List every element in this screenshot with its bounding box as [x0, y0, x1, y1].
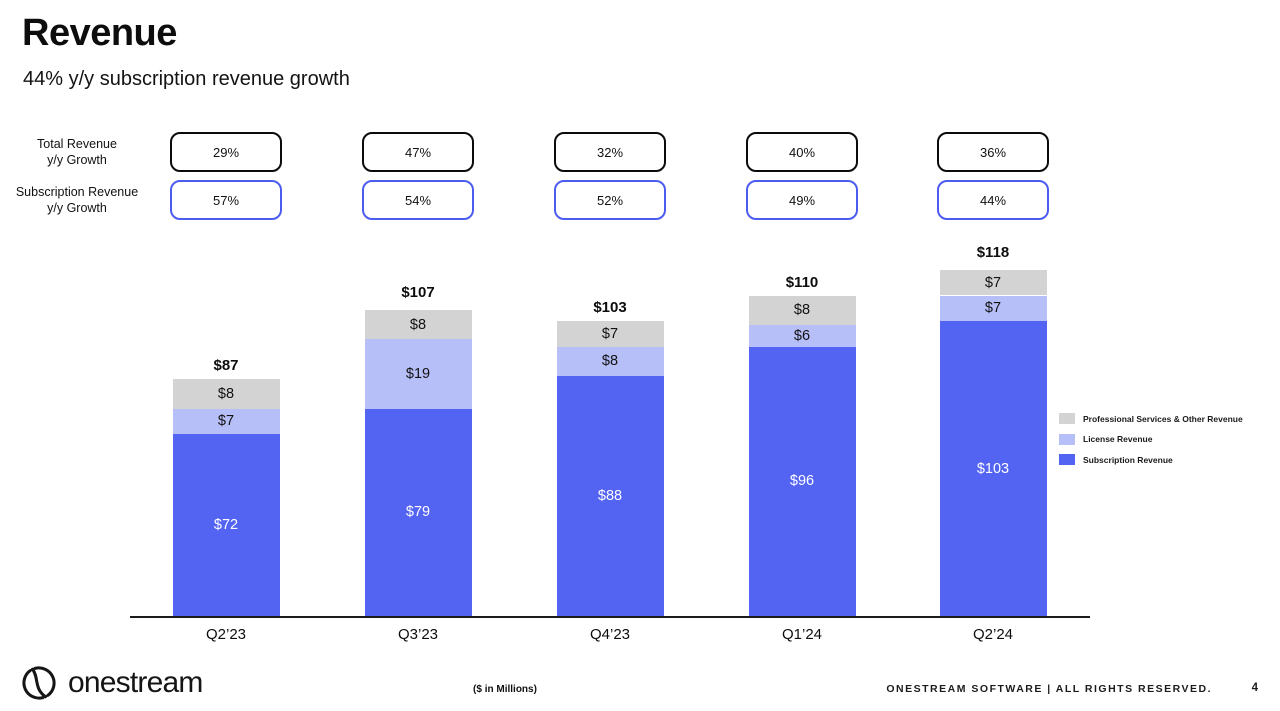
bar-total-label: $118 — [976, 244, 1010, 262]
page-title: Revenue — [22, 12, 177, 54]
bar-total-label: $87 — [213, 357, 239, 375]
growth-row-label-subscription-line2: y/y Growth — [47, 201, 107, 215]
onestream-logo-icon — [22, 666, 56, 700]
x-axis-category-label: Q4’23 — [589, 626, 631, 643]
growth-row-label-subscription-line1: Subscription Revenue — [15, 184, 139, 199]
bar-segment-value: $96 — [789, 473, 815, 490]
units-footnote: ($ in Millions) — [473, 684, 537, 695]
brand-wordmark: onestream — [68, 666, 203, 699]
bar-segment: $88 — [556, 375, 664, 616]
growth-row-label-total-line2: y/y Growth — [47, 153, 107, 167]
bar-segment-value: $8 — [793, 302, 811, 319]
bar-segment-value: $7 — [984, 274, 1002, 291]
page-number: 4 — [1251, 682, 1258, 694]
bar-segment-value: $7 — [217, 413, 235, 430]
growth-row-label-total-line1: Total Revenue — [37, 136, 117, 151]
growth-box-total-revenue-3: 32% — [554, 132, 666, 172]
x-axis-category-label: Q2’24 — [972, 626, 1014, 643]
x-axis-line — [130, 616, 1090, 618]
legend-item: Subscription Revenue — [1059, 454, 1173, 465]
bar-segment-value: $7 — [984, 300, 1002, 317]
x-axis-category-label: Q3’23 — [397, 626, 439, 643]
legend-swatch — [1059, 413, 1075, 424]
bar-segment-value: $72 — [213, 517, 239, 534]
copyright-text: ONESTREAM SOFTWARE | ALL RIGHTS RESERVED… — [886, 683, 1212, 695]
bar-segment-value: $7 — [601, 325, 619, 342]
bar-segment: $8 — [172, 379, 280, 409]
bar-total-label: $107 — [401, 284, 435, 302]
page-subtitle: 44% y/y subscription revenue growth — [23, 68, 350, 90]
bar-segment-value: $8 — [601, 353, 619, 370]
bar-segment: $8 — [556, 346, 664, 376]
bar-segment-value: $19 — [405, 365, 431, 382]
legend-label: Subscription Revenue — [1083, 454, 1173, 465]
growth-box-subscription-revenue-5: 44% — [937, 180, 1049, 220]
legend-swatch — [1059, 454, 1075, 465]
growth-box-subscription-revenue-4: 49% — [746, 180, 858, 220]
bar-segment-value: $8 — [217, 386, 235, 403]
bar-segment-value: $103 — [976, 460, 1010, 477]
legend-swatch — [1059, 433, 1075, 445]
growth-box-total-revenue-2: 47% — [362, 132, 474, 172]
bar-segment: $7 — [172, 408, 280, 435]
bar-total-label: $103 — [593, 299, 627, 317]
bar-segment: $7 — [939, 269, 1047, 296]
bar-segment: $79 — [364, 408, 472, 616]
bar-segment: $8 — [748, 295, 856, 325]
bar-segment-value: $79 — [405, 504, 431, 521]
x-axis-category-label: Q2’23 — [205, 626, 247, 643]
growth-row-label-subscription: Subscription Revenue y/y Growth — [4, 180, 150, 220]
bar-segment-value: $6 — [793, 327, 811, 344]
bar-segment: $72 — [172, 434, 280, 616]
growth-row-label-total: Total Revenue y/y Growth — [4, 132, 150, 172]
bar-segment: $96 — [748, 346, 856, 616]
growth-box-subscription-revenue-2: 54% — [362, 180, 474, 220]
bar-segment: $7 — [939, 295, 1047, 322]
legend-item: Professional Services & Other Revenue — [1059, 413, 1243, 424]
growth-box-total-revenue-5: 36% — [937, 132, 1049, 172]
growth-box-total-revenue-1: 29% — [170, 132, 282, 172]
growth-box-total-revenue-4: 40% — [746, 132, 858, 172]
legend-label: Professional Services & Other Revenue — [1083, 413, 1243, 424]
bar-segment: $19 — [364, 339, 472, 409]
bar-segment: $6 — [748, 324, 856, 347]
growth-box-subscription-revenue-3: 52% — [554, 180, 666, 220]
growth-box-subscription-revenue-1: 57% — [170, 180, 282, 220]
bar-segment: $103 — [939, 321, 1047, 616]
bar-total-label: $110 — [785, 273, 819, 291]
bar-segment-value: $8 — [409, 316, 427, 333]
legend-label: License Revenue — [1083, 434, 1153, 444]
bar-segment-value: $88 — [597, 487, 623, 504]
bar-segment: $7 — [556, 321, 664, 347]
brand-lockup: onestream — [20, 664, 203, 702]
x-axis-category-label: Q1’24 — [781, 626, 823, 643]
legend-item: License Revenue — [1059, 433, 1153, 445]
bar-segment: $8 — [364, 310, 472, 340]
